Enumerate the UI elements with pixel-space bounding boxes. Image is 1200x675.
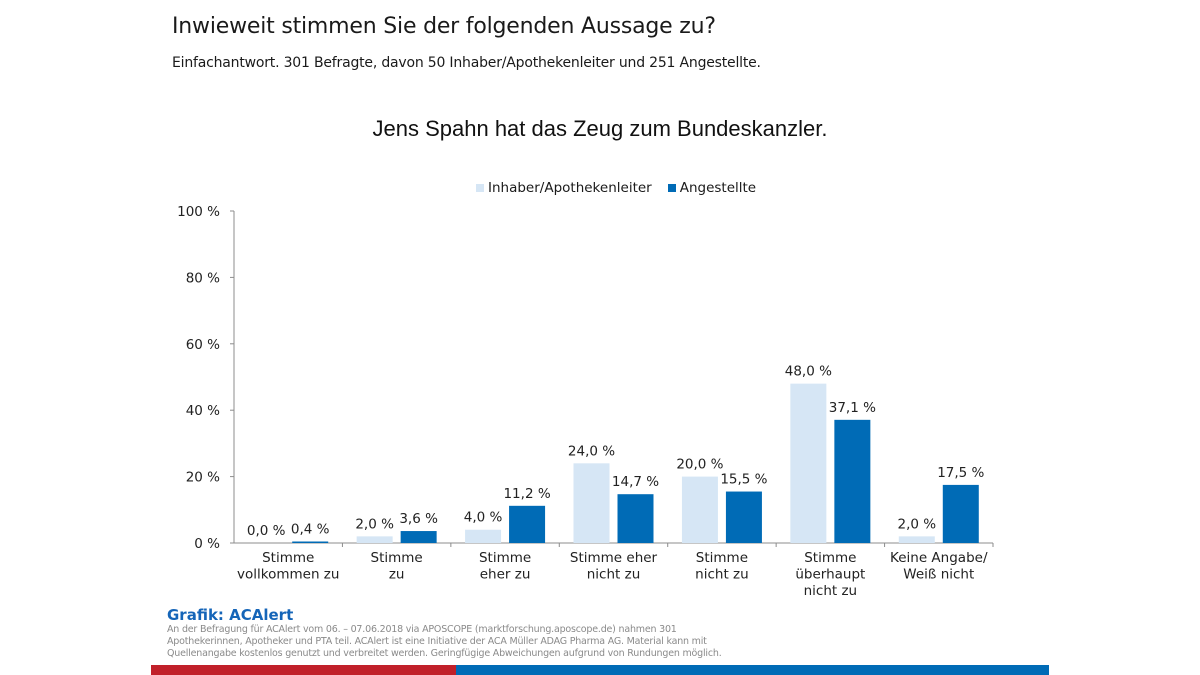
bar-angestellte bbox=[942, 484, 979, 543]
bar-angestellte bbox=[834, 419, 871, 543]
footer-disclaimer: An der Befragung für ACAlert vom 06. – 0… bbox=[167, 624, 722, 659]
brand-stripe-blue bbox=[456, 665, 1049, 675]
legend: Inhaber/Apothekenleiter Angestellte bbox=[476, 180, 756, 196]
bar-inhaber bbox=[898, 536, 935, 543]
x-tick-label: nicht zu bbox=[587, 567, 641, 583]
x-tick-label: Stimme eher bbox=[570, 550, 658, 566]
footer-source-title: Grafik: ACAlert bbox=[167, 606, 294, 624]
data-label: 14,7 % bbox=[612, 474, 659, 490]
bar-inhaber bbox=[681, 476, 718, 543]
page-title: Inwieweit stimmen Sie der folgenden Auss… bbox=[172, 14, 716, 39]
x-tick-label: Weiß nicht bbox=[903, 567, 974, 583]
data-label: 17,5 % bbox=[937, 465, 984, 481]
legend-item-inhaber: Inhaber/Apothekenleiter bbox=[476, 180, 652, 196]
data-label: 2,0 % bbox=[897, 516, 936, 532]
data-label: 24,0 % bbox=[568, 443, 615, 459]
brand-stripe-red bbox=[151, 665, 456, 675]
x-tick-label: Stimme bbox=[262, 550, 314, 566]
bar-angestellte bbox=[617, 494, 654, 543]
bar-inhaber bbox=[465, 529, 502, 543]
bar-angestellte bbox=[725, 491, 762, 543]
x-tick-label: nicht zu bbox=[804, 583, 858, 599]
legend-swatch-inhaber bbox=[476, 184, 484, 192]
bar-angestellte bbox=[292, 541, 329, 543]
data-label: 0,0 % bbox=[247, 523, 286, 539]
data-label: 48,0 % bbox=[785, 364, 832, 380]
legend-label-angestellte: Angestellte bbox=[679, 180, 757, 196]
y-tick-label: 100 % bbox=[177, 204, 220, 220]
bar-angestellte bbox=[509, 505, 546, 543]
data-label: 20,0 % bbox=[676, 457, 723, 473]
data-label: 4,0 % bbox=[464, 510, 503, 526]
legend-label-inhaber: Inhaber/Apothekenleiter bbox=[488, 180, 652, 196]
x-tick-label: Stimme bbox=[804, 550, 856, 566]
x-tick-label: zu bbox=[389, 567, 405, 583]
x-tick-label: Stimme bbox=[696, 550, 748, 566]
legend-swatch-angestellte bbox=[667, 184, 676, 192]
y-tick-label: 0 % bbox=[194, 536, 220, 552]
bar-inhaber bbox=[790, 383, 827, 543]
x-tick-label: überhaupt bbox=[795, 567, 865, 583]
y-tick-label: 40 % bbox=[186, 403, 220, 419]
data-label: 37,1 % bbox=[829, 400, 876, 416]
x-tick-label: Keine Angabe/ bbox=[890, 550, 988, 566]
data-label: 15,5 % bbox=[720, 472, 767, 488]
chart-title: Jens Spahn hat das Zeug zum Bundeskanzle… bbox=[372, 116, 828, 141]
data-label: 2,0 % bbox=[355, 516, 394, 532]
data-label: 0,4 % bbox=[291, 522, 330, 538]
data-label: 3,6 % bbox=[399, 511, 438, 527]
x-tick-label: eher zu bbox=[480, 567, 531, 583]
y-tick-label: 60 % bbox=[186, 337, 220, 353]
bar-inhaber bbox=[573, 463, 610, 543]
x-tick-label: Stimme bbox=[371, 550, 423, 566]
bar-inhaber bbox=[356, 536, 393, 543]
legend-item-angestellte: Angestellte bbox=[667, 180, 757, 196]
y-tick-label: 20 % bbox=[186, 470, 220, 486]
x-tick-label: vollkommen zu bbox=[237, 567, 339, 583]
x-tick-label: Stimme bbox=[479, 550, 531, 566]
page-subtitle: Einfachantwort. 301 Befragte, davon 50 I… bbox=[172, 55, 761, 71]
y-tick-label: 80 % bbox=[186, 270, 220, 286]
data-label: 11,2 % bbox=[503, 486, 550, 502]
x-tick-label: nicht zu bbox=[695, 567, 749, 583]
bar-angestellte bbox=[400, 531, 437, 543]
